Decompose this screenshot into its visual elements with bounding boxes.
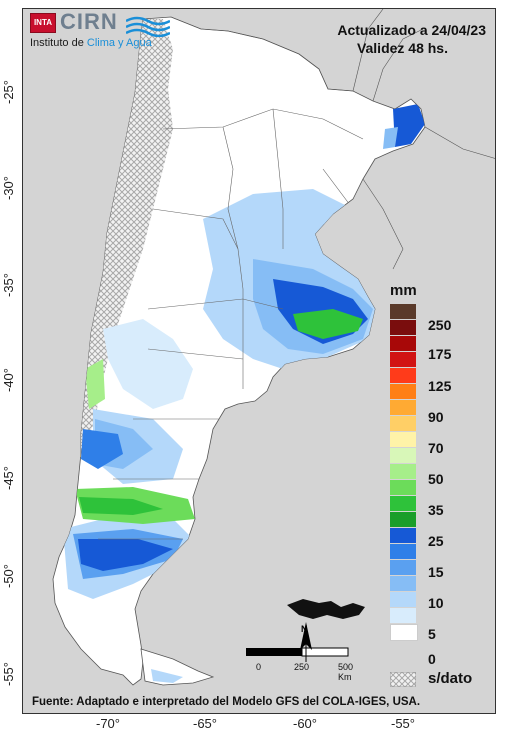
legend-label: 175	[428, 346, 452, 362]
legend-label: 25	[428, 533, 444, 549]
validity-label: Validez 48 hs.	[356, 40, 448, 56]
scale-label: 0	[256, 662, 262, 672]
legend-swatch	[390, 528, 416, 543]
lat-tick: -50°	[1, 564, 16, 588]
legend-swatch	[390, 544, 416, 559]
source-credit: Fuente: Adaptado e interpretado del Mode…	[32, 696, 421, 708]
legend-swatch	[390, 480, 416, 495]
lon-tick: -55°	[391, 716, 415, 731]
updated-date: Actualizado a 24/04/23	[337, 22, 486, 38]
scale-bar-graphic	[246, 647, 349, 657]
logo-subtitle: Instituto de Clima y Agua	[30, 37, 152, 49]
legend-swatch	[390, 512, 416, 527]
scale-bar: 0 250 500 Km	[246, 646, 358, 682]
legend-swatch	[390, 496, 416, 511]
legend-no-data: s/dato	[428, 670, 473, 687]
lat-tick: -40°	[1, 368, 16, 392]
legend-swatch	[390, 400, 416, 415]
legend-label: 35	[428, 502, 444, 518]
inta-logo: INTA	[30, 13, 56, 33]
precip-green-buenos-aires	[293, 309, 363, 339]
legend-swatch	[390, 608, 416, 623]
country-borders	[170, 9, 495, 270]
cirn-wordmark: CIRN	[60, 9, 118, 34]
lat-tick: -25°	[1, 80, 16, 104]
lon-tick: -60°	[293, 716, 317, 731]
legend-swatch	[390, 592, 416, 607]
no-data-andes	[73, 19, 173, 449]
legend: mm 250 175 125 90 70 50 35 25 15 10 5 0 …	[390, 282, 490, 692]
lat-tick: -35°	[1, 273, 16, 297]
legend-label: 250	[428, 317, 452, 333]
legend-label: 0	[428, 651, 436, 667]
legend-swatch	[390, 416, 416, 431]
province-borders	[98, 108, 364, 540]
lat-tick: -30°	[1, 176, 16, 200]
legend-label: 50	[428, 471, 444, 487]
legend-swatch	[390, 304, 416, 319]
malvinas-islands	[287, 599, 365, 619]
north-arrow-icon	[300, 622, 312, 662]
legend-swatch	[390, 336, 416, 351]
legend-swatch	[390, 448, 416, 463]
legend-label: 70	[428, 440, 444, 456]
cirn-logo: INTA CIRN Instituto de Clima y Agua	[30, 9, 170, 55]
legend-swatch	[390, 352, 416, 367]
map-frame	[22, 8, 496, 714]
legend-swatch	[390, 320, 416, 335]
legend-swatch	[390, 560, 416, 575]
north-label: N	[301, 624, 308, 634]
tdf-precip	[151, 669, 183, 683]
lat-tick: -55°	[1, 662, 16, 686]
legend-label: 10	[428, 595, 444, 611]
legend-label: 15	[428, 564, 444, 580]
precipitation-map	[52, 9, 495, 686]
precip-misiones	[393, 104, 425, 147]
lon-tick: -65°	[193, 716, 217, 731]
lon-tick: -70°	[96, 716, 120, 731]
scale-label: 500 Km	[338, 662, 354, 682]
legend-swatch	[390, 368, 416, 383]
waves-icon	[126, 16, 170, 37]
north-arrow: N	[296, 620, 316, 669]
scale-label: 250	[294, 662, 310, 672]
legend-swatch	[390, 464, 416, 479]
legend-unit: mm	[390, 282, 417, 299]
legend-label: 5	[428, 626, 436, 642]
legend-label: 90	[428, 409, 444, 425]
legend-swatch	[390, 624, 418, 641]
legend-swatch	[390, 576, 416, 591]
legend-swatch	[390, 384, 416, 399]
legend-swatch	[390, 432, 416, 447]
lat-tick: -45°	[1, 466, 16, 490]
no-data-swatch	[390, 672, 416, 687]
legend-label: 125	[428, 378, 452, 394]
